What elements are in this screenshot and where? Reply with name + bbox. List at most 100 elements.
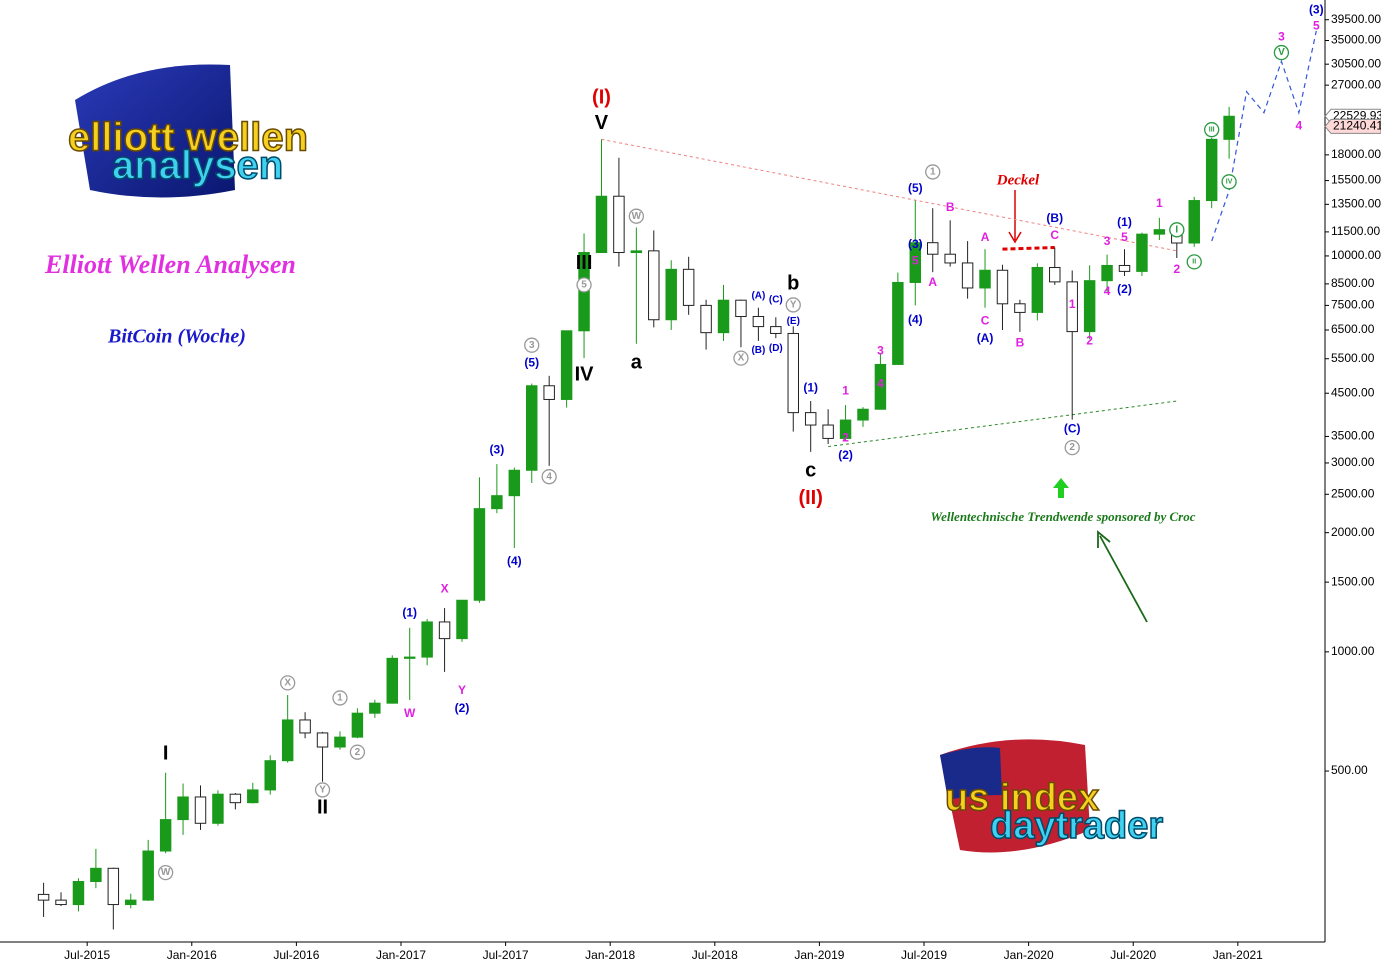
candle-body — [526, 385, 538, 471]
deckel-arrow — [1008, 190, 1022, 244]
wave-label: (B) — [1046, 211, 1063, 225]
candle-body — [630, 250, 643, 254]
candle-body — [194, 796, 207, 824]
wave-label: 5 — [581, 280, 587, 291]
up-arrow — [1053, 478, 1069, 498]
candle-body — [90, 867, 102, 883]
wave-circle — [1221, 174, 1237, 190]
wave-label: I — [163, 742, 169, 764]
wave-label: 3 — [1278, 30, 1285, 44]
wave-label: 5 — [1121, 230, 1128, 244]
candle-body — [874, 363, 887, 410]
candle-body — [473, 508, 486, 601]
wave-label: a — [631, 351, 643, 373]
wave-label: 3 — [1104, 234, 1111, 248]
candle-body — [281, 719, 294, 762]
candle-body — [839, 419, 852, 439]
candle-body — [125, 899, 137, 906]
candle-body — [386, 657, 398, 704]
candle-body — [1066, 281, 1078, 333]
wave-label: 5 — [912, 253, 919, 267]
candle-body — [770, 326, 782, 334]
sponsor-note: Wellentechnische Trendwende sponsored by… — [930, 509, 1195, 524]
candle-body — [682, 268, 695, 306]
wave-label: 2 — [842, 431, 849, 445]
candle-body — [369, 702, 381, 714]
candle-body — [700, 304, 712, 334]
candle-body — [403, 656, 416, 659]
chart-subtitle: BitCoin (Woche) — [107, 326, 246, 348]
pointer-arrow — [1097, 530, 1148, 623]
candle-body — [648, 250, 660, 321]
candle-body — [717, 299, 730, 334]
wave-circle — [1169, 222, 1185, 238]
y-tick-label: 8500.00 — [1331, 276, 1375, 290]
x-tick-label: Jul-2018 — [692, 948, 738, 962]
wave-label: I — [1175, 224, 1178, 235]
wave-label: 1 — [1156, 196, 1163, 210]
candle-body — [264, 760, 276, 791]
x-tick-label: Jan-2020 — [1004, 948, 1054, 962]
x-tick-label: Jul-2015 — [64, 948, 110, 962]
deckel-label: Deckel — [996, 172, 1040, 188]
y-tick-label: 3000.00 — [1331, 455, 1375, 469]
candle-body — [613, 195, 625, 254]
candle-body — [438, 621, 451, 640]
candle-body — [961, 262, 974, 289]
wave-circle — [925, 164, 941, 180]
wave-label: A — [928, 275, 937, 289]
candle-body — [1153, 229, 1166, 235]
wave-label: 2 — [1173, 262, 1180, 276]
candle-body — [927, 242, 939, 255]
wave-circle — [1186, 254, 1202, 270]
y-tick-label: 11500.00 — [1331, 224, 1380, 238]
wave-label: (C) — [769, 295, 783, 306]
wave-label: (II) — [798, 487, 822, 509]
wave-label: V — [595, 112, 609, 134]
wave-label: (A) — [977, 331, 994, 345]
x-tick-label: Jan-2021 — [1213, 948, 1263, 962]
wave-label: Y — [458, 683, 466, 697]
candle-body — [229, 793, 242, 804]
wave-label: III — [1209, 127, 1215, 134]
candle-body — [351, 712, 364, 738]
y-tick-label: 15500.00 — [1331, 173, 1381, 187]
y-tick-label: 13500.00 — [1331, 196, 1381, 210]
candle-body — [979, 269, 991, 289]
wave-label: 3 — [877, 343, 884, 357]
wave-label: (4) — [908, 312, 923, 326]
logo-bottom: us index daytrader — [940, 739, 1164, 853]
trend-line — [601, 138, 1177, 252]
y-tick-label: 27000.00 — [1331, 77, 1381, 91]
wave-label: (B) — [751, 345, 765, 356]
wave-circle — [314, 782, 331, 798]
wave-label: (C) — [1064, 421, 1081, 435]
y-tick-label: 1000.00 — [1331, 644, 1375, 658]
candle-body — [1136, 233, 1148, 272]
candle-body — [1205, 138, 1218, 202]
x-tick-label: Jan-2017 — [376, 948, 426, 962]
wave-circle — [349, 744, 366, 760]
candle-body — [72, 881, 85, 906]
wave-circle — [733, 350, 749, 366]
candle-body — [1118, 264, 1131, 272]
trend-line — [828, 400, 1177, 448]
wave-label: (1) — [1117, 215, 1132, 229]
candle-body — [491, 495, 503, 510]
wave-circle — [1064, 439, 1080, 456]
candle-body — [107, 867, 120, 906]
wave-label: 5 — [1313, 19, 1320, 33]
candle-body — [1223, 115, 1235, 140]
logo-text: elliott wellen — [68, 116, 308, 160]
wave-label: (D) — [769, 343, 783, 354]
wave-circle — [524, 337, 540, 353]
candle-body — [177, 796, 189, 821]
wave-circle — [1204, 122, 1220, 138]
chart-title: Elliott Wellen Analysen — [44, 250, 296, 279]
y-tick-label: 30500.00 — [1331, 56, 1381, 70]
y-tick-label: 10000.00 — [1331, 248, 1381, 262]
wave-label: W — [632, 211, 642, 222]
candle-body — [1101, 264, 1113, 282]
candle-body — [37, 893, 50, 901]
candle-body — [735, 299, 747, 318]
